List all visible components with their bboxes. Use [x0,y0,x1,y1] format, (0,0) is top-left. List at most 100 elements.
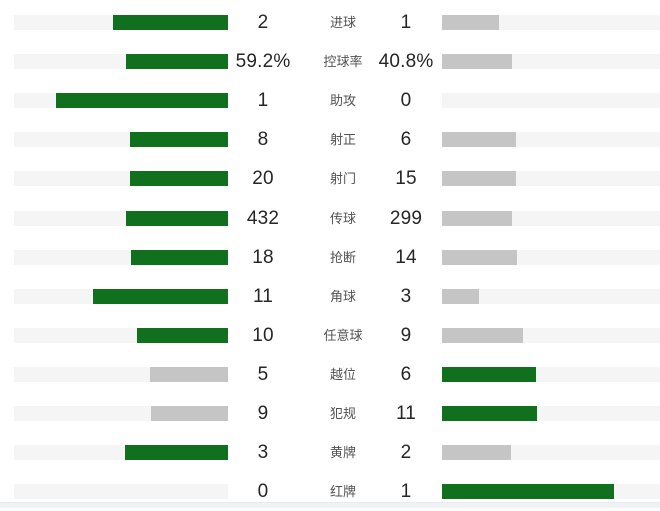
away-bar-track [442,171,660,187]
stat-row: 10 任意球 9 [0,316,660,355]
stat-label: 角球 [329,288,356,304]
bottom-divider [0,502,660,508]
away-bar-track [442,54,660,70]
away-bar-track [442,484,660,500]
away-bar-fill [442,406,537,421]
away-bar-fill [442,132,516,148]
stat-row: 0 红牌 1 [0,472,660,511]
away-value: 2 [400,442,412,464]
home-bar-fill [125,445,228,461]
away-value: 15 [395,168,417,190]
away-bar-track [442,406,660,421]
away-bar-track [442,249,660,265]
stat-row: 59.2% 控球率 40.8% [0,42,660,81]
home-bar-track [14,484,228,500]
home-bar-track [14,132,228,148]
home-value: 11 [252,285,274,307]
stat-row: 18 抢断 14 [0,238,660,277]
stat-row: 5 越位 6 [0,355,660,394]
away-bar-track [442,93,660,109]
home-bar-track [14,288,228,304]
stat-label: 红牌 [329,484,356,500]
stat-row: 432 传球 299 [0,199,660,238]
home-bar-track [14,366,228,382]
home-value: 10 [252,324,274,346]
home-bar-fill [131,249,228,265]
away-value: 14 [395,246,417,268]
away-bar-fill [442,171,516,187]
home-bar-track [14,249,228,265]
home-bar-fill [130,171,228,187]
home-bar-track [14,93,228,109]
stat-label: 抢断 [329,249,356,265]
home-bar-fill [150,366,228,382]
stat-label: 越位 [329,366,356,382]
stat-row: 3 黄牌 2 [0,433,660,472]
stat-label: 射正 [329,132,356,148]
home-bar-track [14,15,228,30]
stat-row: 2 进球 1 [0,3,660,42]
home-value: 18 [252,246,274,268]
away-bar-track [442,327,660,343]
stat-label: 控球率 [323,54,363,70]
away-value: 3 [400,285,412,307]
away-value: 9 [400,324,412,346]
home-bar-fill [126,54,228,70]
stat-row: 11 角球 3 [0,277,660,316]
home-bar-track [14,327,228,343]
home-bar-fill [93,288,228,304]
home-bar-track [14,171,228,187]
away-bar-fill [442,249,517,265]
home-bar-track [14,54,228,70]
home-value: 59.2% [235,51,291,73]
stat-row: 9 犯规 11 [0,394,660,433]
home-bar-fill [151,406,228,421]
home-value: 3 [257,442,269,464]
home-value: 8 [257,129,269,151]
away-value: 1 [400,481,412,503]
away-bar-fill [442,210,512,226]
stat-label: 射门 [329,171,356,187]
away-bar-fill [442,366,536,382]
away-value: 0 [400,90,412,112]
home-bar-fill [126,210,228,226]
away-bar-fill [442,15,499,30]
away-bar-track [442,210,660,226]
home-bar-fill [130,132,228,148]
stat-label: 黄牌 [329,445,356,461]
stat-row: 1 助攻 0 [0,81,660,120]
home-value: 9 [257,403,269,424]
home-bar-track [14,210,228,226]
stat-label: 进球 [329,15,356,30]
stat-row: 8 射正 6 [0,120,660,159]
home-value: 20 [252,168,274,190]
away-value: 1 [400,12,412,33]
away-bar-fill [442,484,614,500]
home-bar-track [14,406,228,421]
home-value: 5 [257,363,269,385]
away-bar-fill [442,288,479,304]
home-bar-fill [56,93,228,109]
away-bar-track [442,132,660,148]
home-value: 432 [246,207,280,229]
home-value: 2 [257,12,269,33]
stat-label: 任意球 [323,327,363,343]
home-bar-fill [137,327,228,343]
away-bar-fill [442,327,523,343]
away-bar-track [442,288,660,304]
away-value: 11 [395,403,417,424]
home-value: 1 [257,90,269,112]
home-bar-track [14,445,228,461]
stat-label: 助攻 [329,93,356,109]
stat-label: 犯规 [329,406,356,421]
away-bar-track [442,15,660,30]
away-bar-fill [442,54,512,70]
away-bar-track [442,366,660,382]
stat-label: 传球 [329,210,356,226]
away-bar-track [442,445,660,461]
away-bar-fill [442,445,511,461]
away-value: 6 [400,129,412,151]
stat-row: 20 射门 15 [0,159,660,198]
away-value: 40.8% [378,51,434,73]
